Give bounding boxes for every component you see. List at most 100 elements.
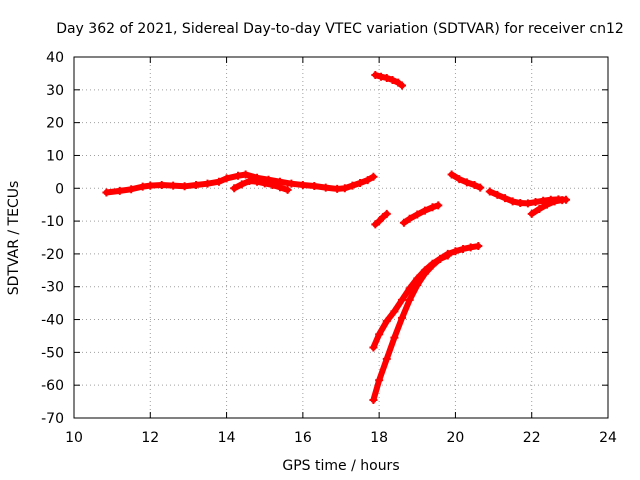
- data-point: [476, 183, 485, 192]
- y-tick-label: 10: [46, 148, 64, 164]
- data-point: [443, 251, 452, 260]
- data-point: [542, 200, 551, 209]
- y-tick-label: -10: [41, 214, 64, 230]
- data-point: [527, 209, 536, 218]
- y-tick-label: 20: [46, 116, 64, 132]
- data-point: [405, 214, 414, 223]
- data-point: [398, 313, 407, 322]
- y-tick-label: -20: [41, 247, 64, 263]
- data-point: [523, 199, 532, 208]
- data-track-8: [447, 170, 485, 192]
- data-point: [466, 243, 475, 252]
- data-point: [310, 181, 319, 190]
- x-tick-label: 24: [599, 430, 617, 446]
- data-point: [356, 179, 365, 188]
- data-point: [382, 74, 391, 83]
- data-point: [382, 209, 391, 218]
- data-track-1: [102, 170, 378, 197]
- data-point: [348, 181, 357, 190]
- data-point: [321, 183, 330, 192]
- data-point: [102, 188, 111, 197]
- data-point: [377, 72, 386, 81]
- x-tick-label: 22: [523, 430, 541, 446]
- data-point: [420, 269, 429, 278]
- data-point: [375, 217, 384, 226]
- data-point: [340, 184, 349, 193]
- data-point: [459, 244, 468, 253]
- data-point: [222, 174, 231, 183]
- data-point: [333, 184, 342, 193]
- data-point: [180, 182, 189, 191]
- data-point: [405, 295, 414, 304]
- y-tick-label: 40: [46, 50, 64, 66]
- data-track-line: [372, 210, 390, 228]
- data-point: [146, 181, 155, 190]
- data-point: [245, 177, 254, 186]
- data-point: [535, 204, 544, 213]
- data-point: [253, 177, 262, 186]
- data-point: [428, 261, 437, 270]
- data-point: [157, 180, 166, 189]
- data-point: [287, 179, 296, 188]
- x-axis-label: GPS time / hours: [282, 458, 399, 474]
- grid-layer: [74, 57, 608, 418]
- data-point: [230, 184, 239, 193]
- y-tick-label: 0: [55, 181, 64, 197]
- data-track-4: [371, 71, 407, 90]
- y-tick-label: -60: [41, 378, 64, 394]
- x-tick-label: 18: [370, 430, 388, 446]
- data-point: [268, 180, 277, 189]
- data-point: [382, 354, 391, 363]
- data-point: [398, 81, 407, 90]
- data-point: [501, 194, 510, 203]
- data-point: [283, 185, 292, 194]
- data-point: [214, 177, 223, 186]
- data-track-7: [369, 251, 452, 404]
- data-track-2: [230, 177, 292, 194]
- x-tick-label: 12: [141, 430, 159, 446]
- data-point: [234, 171, 243, 180]
- data-point: [508, 197, 517, 206]
- data-point: [298, 180, 307, 189]
- data-point: [462, 178, 471, 187]
- data-point: [241, 170, 250, 179]
- data-point: [375, 330, 384, 339]
- data-layer: [102, 71, 571, 404]
- data-point: [169, 181, 178, 190]
- data-track-6: [369, 242, 483, 352]
- data-point: [413, 281, 422, 290]
- data-point: [375, 376, 384, 385]
- data-point: [474, 242, 483, 251]
- data-point: [399, 218, 408, 227]
- data-point: [363, 176, 372, 185]
- data-point: [434, 201, 443, 210]
- data-point: [451, 247, 460, 256]
- data-point: [390, 333, 399, 342]
- data-point: [455, 175, 464, 184]
- data-track-5: [399, 201, 443, 227]
- data-point: [428, 203, 437, 212]
- data-point: [369, 395, 378, 404]
- data-point: [390, 307, 399, 316]
- data-point: [558, 196, 567, 205]
- data-point: [382, 317, 391, 326]
- data-point: [485, 187, 494, 196]
- data-point: [413, 210, 422, 219]
- data-point: [447, 170, 456, 179]
- data-point: [192, 180, 201, 189]
- data-point: [371, 71, 380, 80]
- y-tick-label: -40: [41, 313, 64, 329]
- data-track-10: [527, 196, 567, 218]
- y-axis-label: SDTVAR / TECUs: [6, 181, 22, 296]
- y-tick-label: -50: [41, 345, 64, 361]
- data-point: [388, 75, 397, 84]
- data-point: [275, 183, 284, 192]
- data-point: [369, 343, 378, 352]
- chart-title: Day 362 of 2021, Sidereal Day-to-day VTE…: [56, 21, 624, 37]
- data-point: [531, 198, 540, 207]
- y-tick-label: -70: [41, 411, 64, 427]
- x-tick-label: 10: [65, 430, 83, 446]
- data-point: [237, 180, 246, 189]
- data-track-9: [485, 187, 571, 208]
